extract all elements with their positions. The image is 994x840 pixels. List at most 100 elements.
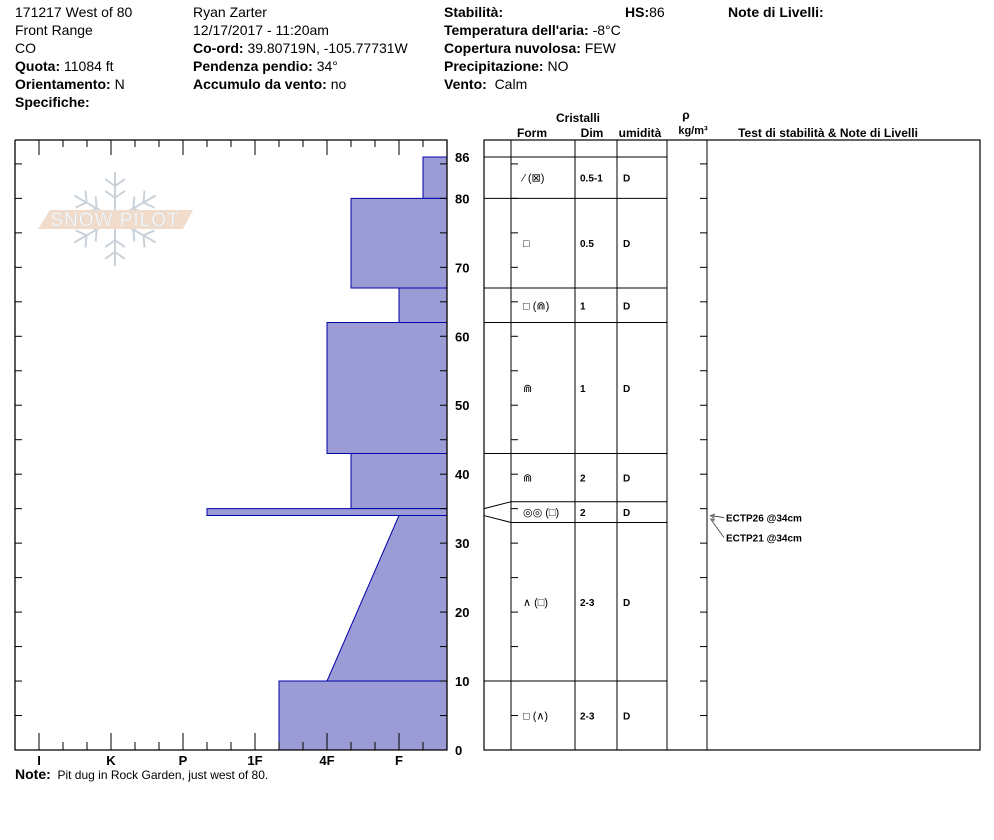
- snowflake-branch: [114, 239, 126, 248]
- moisture: D: [623, 239, 630, 250]
- moisture: D: [623, 384, 630, 395]
- stability: Stabilità:: [444, 4, 504, 20]
- range-name: Front Range: [15, 22, 93, 38]
- hardness-tick-label: K: [106, 753, 116, 768]
- site-name: 171217 West of 80: [15, 4, 133, 20]
- snowflake-branch: [142, 190, 146, 203]
- crystal-form: ∧ (□): [523, 597, 548, 609]
- state-name: CO: [15, 40, 36, 56]
- snowflake-branch: [84, 190, 88, 203]
- wind: Vento: Calm: [444, 76, 528, 92]
- hardness-tick-label: I: [37, 753, 41, 768]
- depth-tick-label: 20: [455, 605, 469, 620]
- sky-cover: Copertura nuvolosa: FEW: [444, 40, 616, 56]
- crystal-size: 2-3: [580, 598, 595, 609]
- depth-tick-label: 50: [455, 398, 469, 413]
- depth-tick-label: 80: [455, 191, 469, 206]
- crystal-size: 2-3: [580, 712, 595, 723]
- snowflake-branch: [143, 229, 155, 237]
- header-dim: Dim: [581, 126, 604, 140]
- hardness-tick-label: F: [395, 753, 403, 768]
- snowflake-branch: [114, 178, 126, 187]
- hardness-layer: [278, 680, 448, 751]
- precipitation: Precipitazione: NO: [444, 58, 569, 74]
- coordinates: Co-ord: 39.80719N, -105.77731W: [193, 40, 408, 56]
- snowflake-branch: [114, 190, 126, 199]
- header-moisture: umidità: [619, 126, 662, 140]
- stability-test-label: ECTP26 @34cm: [726, 514, 802, 525]
- moisture: D: [623, 508, 630, 519]
- snowflake-branch: [104, 251, 116, 260]
- depth-tick-label: 10: [455, 674, 469, 689]
- pit-note: Note: Pit dug in Rock Garden, just west …: [15, 766, 269, 782]
- snowflake-branch: [114, 251, 126, 260]
- snowpilot-logo: SNOW PILOT: [38, 172, 193, 266]
- stability-test-label: ECTP21 @34cm: [726, 534, 802, 545]
- moisture: D: [623, 712, 630, 723]
- crystal-size: 1: [580, 301, 586, 312]
- wind-loading: Accumulo da vento: no: [193, 76, 347, 92]
- snowflake-branch: [75, 201, 87, 209]
- hardness-tick-label: P: [179, 753, 188, 768]
- depth-tick-label: 86: [455, 150, 469, 165]
- header-col-weather: Stabilità: Temperatura dell'aria: -8°C C…: [444, 3, 621, 93]
- air-temperature: Temperatura dell'aria: -8°C: [444, 22, 621, 38]
- crystal-size: 2: [580, 474, 586, 485]
- crystal-form: □: [523, 238, 530, 250]
- hardness-layer: [422, 156, 448, 199]
- depth-tick-label: 30: [455, 536, 469, 551]
- slope-angle: Pendenza pendio: 34°: [193, 58, 338, 74]
- crystal-size: 0.5: [580, 239, 594, 250]
- logo-text: SNOW PILOT: [50, 210, 179, 231]
- moisture: D: [623, 174, 630, 185]
- moisture: D: [623, 301, 630, 312]
- snowflake-branch: [142, 235, 146, 248]
- observer: Ryan Zarter: [193, 4, 267, 20]
- snowflake-branch: [84, 235, 88, 248]
- snowflake-branch: [75, 229, 87, 237]
- snowflake-branch: [143, 201, 155, 209]
- crystal-size: 1: [580, 384, 586, 395]
- crystal-size: 2: [580, 508, 586, 519]
- hardness-layer: [398, 287, 448, 323]
- logo-band: [38, 210, 193, 229]
- layer-connector: [483, 501, 512, 510]
- crystal-form: ◎◎ (□): [523, 507, 559, 519]
- header-form: Form: [517, 126, 547, 140]
- header-tests: Test di stabilità & Note di Livelli: [738, 126, 918, 140]
- header-cristalli: Cristalli: [556, 111, 600, 125]
- header-density: kg/m³: [678, 125, 708, 137]
- crystal-form: □ (∧): [523, 711, 548, 723]
- hardness-layer: [206, 508, 448, 517]
- test-arrow-line: [710, 519, 725, 538]
- crystal-form: ⁄ (⊠): [520, 173, 544, 185]
- crystal-size: 0.5-1: [580, 174, 603, 185]
- snowflake-branch: [104, 190, 116, 199]
- moisture: D: [623, 598, 630, 609]
- table-frame: [483, 139, 981, 751]
- crystal-form: ⋒: [523, 383, 532, 395]
- crystal-form: ⋒: [523, 473, 532, 485]
- moisture: D: [623, 474, 630, 485]
- header-col-observer: Ryan Zarter 12/17/2017 - 11:20am Co-ord:…: [193, 3, 408, 93]
- depth-tick-label: 60: [455, 329, 469, 344]
- layer-notes-label: Note di Livelli:: [728, 4, 824, 20]
- layer-connector: [483, 515, 512, 523]
- hardness-tick-label: 1F: [247, 753, 262, 768]
- hardness-layer: [350, 453, 448, 510]
- elevation: Quota: 11084 ft: [15, 58, 114, 74]
- depth-tick-label: 40: [455, 467, 469, 482]
- snowflake-branch: [94, 229, 98, 242]
- depth-tick-label: 0: [455, 743, 462, 758]
- hardness-layer: [326, 321, 448, 454]
- snow-height: HS:86: [625, 4, 665, 20]
- snowflake-branch: [104, 239, 116, 248]
- specifics: Specifiche:: [15, 94, 90, 110]
- datetime: 12/17/2017 - 11:20am: [193, 22, 329, 38]
- snowflake-branch: [132, 229, 136, 242]
- hardness-tick-label: 4F: [319, 753, 334, 768]
- snowflake-branch: [94, 196, 98, 209]
- header-col-site: 171217 West of 80 Front Range CO Quota: …: [15, 3, 132, 111]
- snowflake-branch: [132, 196, 136, 209]
